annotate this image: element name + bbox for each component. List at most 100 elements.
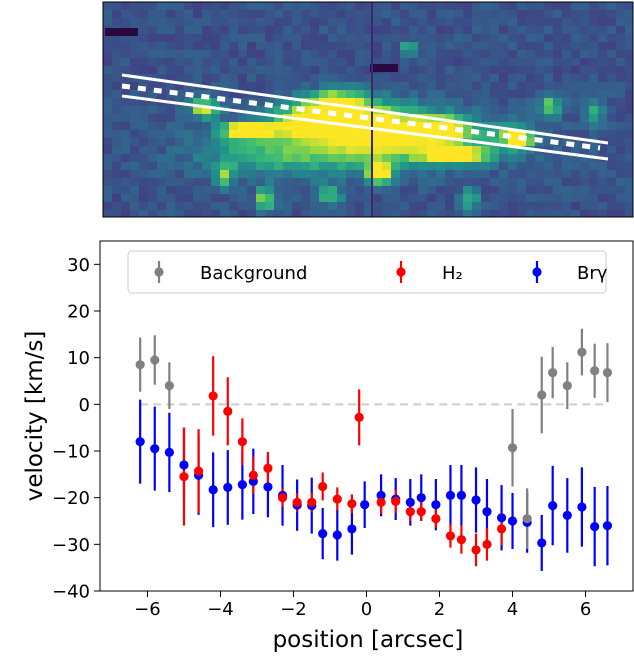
errorbars	[139, 328, 609, 571]
data-point	[208, 485, 218, 495]
data-point	[482, 539, 492, 549]
data-point	[522, 514, 532, 524]
data-point	[164, 381, 174, 391]
y-axis-ticks: −40 −30 −20 −10 0 10 20 30	[52, 255, 100, 603]
data-point	[248, 470, 258, 480]
legend-marker	[532, 267, 542, 277]
data-point	[208, 391, 218, 401]
data-point	[263, 463, 273, 473]
y-tick-label: −10	[52, 442, 90, 463]
data-point	[164, 447, 174, 457]
legend-label: Background	[200, 263, 307, 284]
legend-box	[127, 250, 607, 294]
data-point	[332, 494, 342, 504]
data-point	[496, 513, 507, 523]
data-point	[347, 524, 357, 534]
emission-map	[103, 2, 633, 217]
data-point	[307, 497, 317, 507]
data-point	[332, 530, 342, 540]
y-tick-label: 30	[67, 255, 90, 276]
data-point	[416, 493, 426, 503]
y-tick-label: 20	[67, 302, 90, 323]
data-point	[354, 412, 364, 422]
y-tick-label: −20	[52, 488, 90, 509]
data-point	[135, 437, 145, 447]
legend-marker	[154, 267, 164, 277]
data-point	[193, 466, 204, 476]
x-tick-label: −2	[280, 599, 307, 620]
x-axis-ticks: −6 −4 −2 0 2 4 6	[134, 591, 591, 620]
data-point	[416, 507, 426, 517]
data-point	[237, 480, 247, 490]
data-point	[179, 460, 189, 470]
data-points	[135, 347, 613, 555]
x-tick-label: −4	[207, 599, 234, 620]
data-point	[456, 490, 467, 500]
data-point	[507, 443, 518, 453]
data-point	[223, 482, 233, 492]
data-point	[150, 444, 160, 454]
data-point	[150, 355, 160, 365]
data-point	[179, 472, 189, 482]
x-tick-label: 4	[507, 599, 518, 620]
data-point	[548, 368, 558, 378]
slit-overlay	[121, 73, 609, 161]
slit-edge-upper	[121, 73, 609, 145]
data-point	[237, 437, 247, 447]
data-point	[445, 531, 456, 541]
slit-edge-lower	[121, 94, 609, 161]
dark-artifact	[370, 64, 398, 72]
data-point	[471, 545, 481, 555]
data-point	[537, 390, 547, 400]
y-tick-label: 0	[79, 395, 90, 416]
image-panel	[102, 1, 634, 218]
data-point	[602, 521, 613, 531]
y-axis-label: velocity [km/s]	[22, 331, 48, 502]
dark-artifact	[105, 28, 138, 36]
x-tick-label: −6	[134, 599, 161, 620]
data-point	[431, 500, 441, 510]
data-point	[562, 381, 572, 391]
legend: Background H₂ Brγ	[127, 250, 608, 294]
legend-label: Brγ	[577, 263, 608, 284]
data-point	[456, 535, 467, 545]
data-point	[577, 347, 587, 357]
data-point	[360, 500, 370, 510]
data-point	[391, 496, 401, 506]
legend-marker	[396, 267, 406, 277]
data-point	[562, 510, 572, 520]
data-point	[537, 538, 547, 548]
data-point	[548, 501, 558, 511]
x-tick-label: 6	[580, 599, 591, 620]
data-point	[376, 497, 386, 507]
data-point	[577, 502, 587, 512]
y-tick-label: −40	[52, 582, 90, 603]
x-tick-label: 2	[434, 599, 445, 620]
slit-center-dashed	[121, 83, 601, 151]
x-axis-label: position [arcsec]	[273, 627, 464, 653]
data-point	[292, 497, 302, 507]
image-frame	[102, 1, 634, 218]
legend-label: H₂	[442, 263, 463, 284]
data-point	[318, 481, 328, 492]
x-tick-label: 0	[361, 599, 372, 620]
data-point	[376, 490, 386, 500]
data-point	[431, 514, 441, 524]
data-point	[405, 507, 415, 517]
data-point	[507, 516, 518, 526]
y-tick-label: 10	[67, 348, 90, 369]
data-point	[277, 493, 288, 503]
data-point	[590, 366, 600, 376]
data-point	[318, 529, 328, 539]
data-point	[223, 406, 233, 416]
y-tick-label: −30	[52, 535, 90, 556]
data-point	[445, 490, 456, 500]
data-point	[471, 495, 481, 505]
data-point	[405, 497, 415, 507]
data-point	[263, 482, 273, 492]
data-point	[590, 522, 600, 532]
data-point	[482, 507, 492, 517]
data-point	[135, 360, 145, 370]
